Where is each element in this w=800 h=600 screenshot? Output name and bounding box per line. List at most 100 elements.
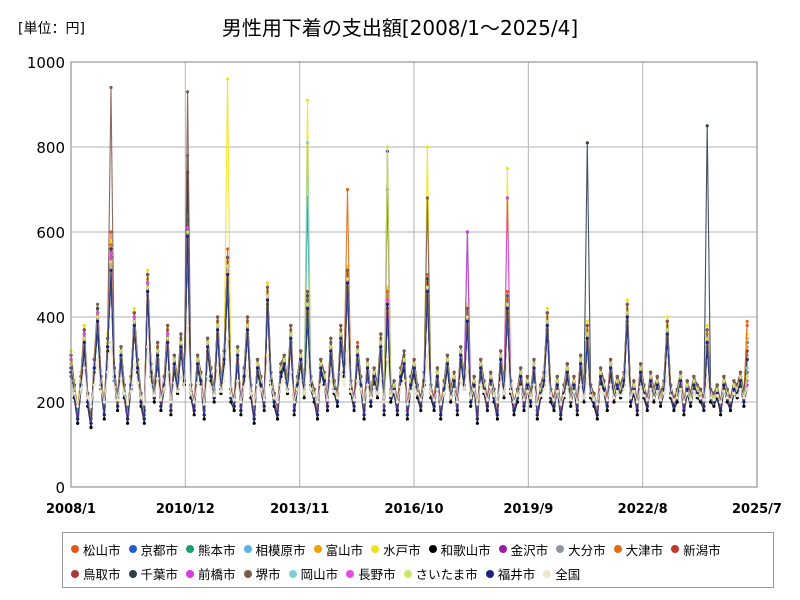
data-point xyxy=(315,417,320,421)
data-point xyxy=(512,400,516,404)
data-point xyxy=(572,374,576,379)
data-point xyxy=(345,277,350,281)
legend: 松山市 京都市 熊本市 相模原市 富山市 水戸市 和歌山市 金沢市 大分市 大津市 新潟市 鳥取市 千葉… xyxy=(62,532,774,588)
data-point xyxy=(599,385,603,389)
data-point xyxy=(429,391,433,396)
data-point xyxy=(239,408,243,413)
data-point xyxy=(129,389,133,393)
data-point xyxy=(299,357,303,362)
data-point xyxy=(529,396,533,400)
data-point xyxy=(709,396,713,400)
data-point xyxy=(489,370,493,374)
data-point xyxy=(482,389,486,393)
data-point xyxy=(732,379,736,383)
data-point xyxy=(505,294,509,298)
data-point xyxy=(242,374,246,379)
data-point xyxy=(216,366,220,370)
data-point xyxy=(705,379,709,383)
data-point xyxy=(269,385,273,389)
data-point xyxy=(465,366,469,370)
data-point xyxy=(245,328,250,332)
data-point xyxy=(122,391,126,396)
data-point xyxy=(582,396,586,400)
data-point xyxy=(375,391,380,396)
x-tick-labels: 2008/1 2010/12 2013/11 2016/10 2019/9 2022/8 2… xyxy=(46,502,782,517)
data-point xyxy=(149,383,153,387)
data-point xyxy=(312,394,316,398)
data-point xyxy=(642,394,646,398)
data-point xyxy=(342,383,346,387)
data-point xyxy=(245,315,250,319)
data-point xyxy=(206,336,210,340)
data-point xyxy=(625,302,629,306)
data-point xyxy=(695,396,699,400)
legend-item: 熊本市 xyxy=(186,538,236,560)
legend-swatch xyxy=(428,545,437,553)
legend-swatch xyxy=(243,569,252,578)
data-point xyxy=(252,402,256,406)
legend-label: 千葉市 xyxy=(140,567,179,582)
data-point xyxy=(152,400,156,404)
data-point xyxy=(435,374,439,379)
data-point xyxy=(109,243,113,247)
data-point xyxy=(96,319,100,323)
legend-item: 前橋市 xyxy=(186,563,236,585)
x-tick-label: 2022/8 xyxy=(618,502,668,517)
data-point xyxy=(402,379,406,383)
data-point xyxy=(728,404,733,408)
legend-label: 和歌山市 xyxy=(440,542,491,558)
data-point xyxy=(625,315,629,319)
legend-swatch xyxy=(186,569,195,578)
data-point xyxy=(389,396,393,400)
data-point xyxy=(439,402,443,406)
data-point xyxy=(156,340,160,345)
legend-swatch xyxy=(128,569,137,578)
data-point xyxy=(472,374,476,379)
data-point xyxy=(345,268,350,272)
data-point xyxy=(179,340,183,345)
y-tick-label: 0 xyxy=(55,479,65,497)
data-point xyxy=(705,124,709,128)
data-point xyxy=(152,396,156,400)
data-point xyxy=(445,357,449,362)
legend-label: 熊本市 xyxy=(198,542,236,558)
legend-item: 京都市 xyxy=(128,538,178,560)
data-point xyxy=(585,377,589,381)
data-point xyxy=(252,417,256,421)
data-point xyxy=(385,289,389,294)
data-point xyxy=(355,353,360,357)
data-point xyxy=(179,345,183,349)
data-point xyxy=(239,413,243,417)
data-point xyxy=(282,362,286,366)
unit-label: [単位：円] xyxy=(18,21,85,37)
data-point xyxy=(575,413,579,417)
data-point xyxy=(405,417,409,421)
data-point xyxy=(735,396,739,400)
data-point xyxy=(629,404,633,408)
data-point xyxy=(372,374,376,379)
data-point xyxy=(355,340,360,345)
data-point xyxy=(332,389,336,393)
data-point xyxy=(555,374,559,379)
data-point xyxy=(362,400,366,404)
data-point xyxy=(745,374,749,379)
data-point xyxy=(232,408,236,413)
data-point xyxy=(715,394,719,398)
data-point xyxy=(489,374,493,379)
data-point xyxy=(255,357,260,362)
series-さいたま市 xyxy=(69,145,749,425)
data-point xyxy=(555,383,559,387)
data-point xyxy=(552,398,556,402)
data-point xyxy=(565,362,569,366)
data-point xyxy=(699,391,703,396)
data-point xyxy=(156,377,160,381)
data-point xyxy=(186,226,190,230)
legend-item: 富山市 xyxy=(313,538,363,560)
data-point xyxy=(535,402,539,406)
data-point xyxy=(255,362,260,366)
data-point xyxy=(305,302,310,306)
data-point xyxy=(409,383,413,387)
data-point xyxy=(355,349,360,353)
series-堺市 xyxy=(69,85,749,421)
data-point xyxy=(132,323,136,328)
